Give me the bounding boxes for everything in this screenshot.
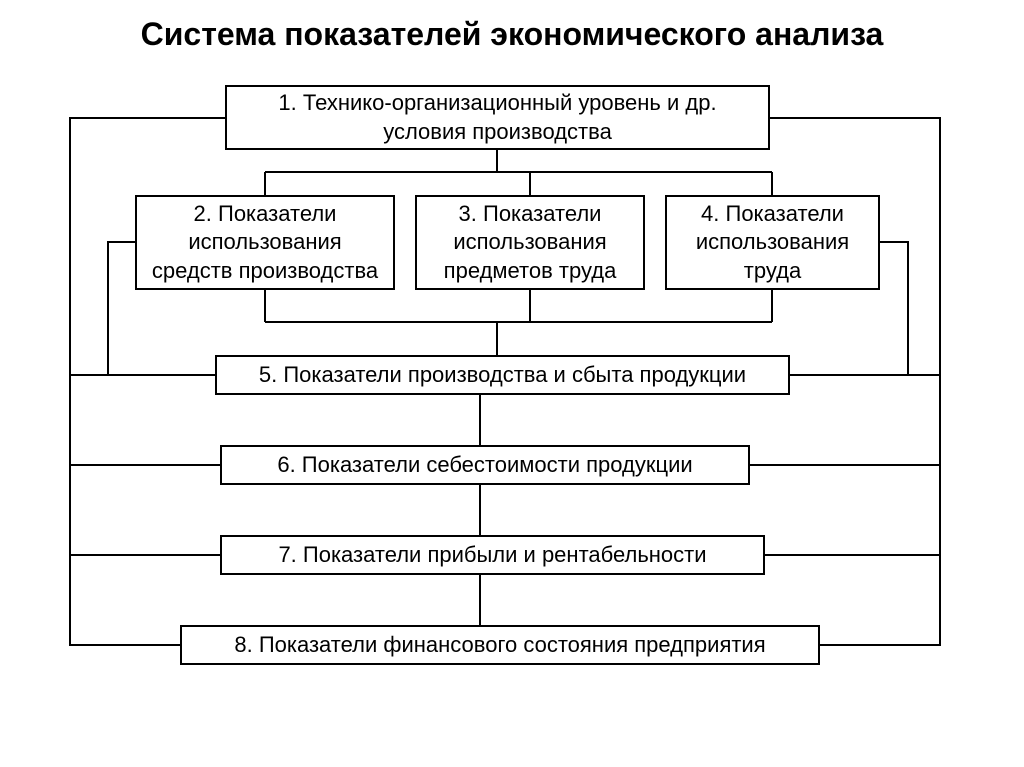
box-6-label: 6. Показатели себестоимости продукции xyxy=(277,451,692,480)
box-1-label: 1. Технико-организационный уровень и др.… xyxy=(237,89,758,146)
box-5: 5. Показатели производства и сбыта проду… xyxy=(215,355,790,395)
box-8-label: 8. Показатели финансового состояния пред… xyxy=(234,631,765,660)
box-4: 4. Показатели использования труда xyxy=(665,195,880,290)
box-3: 3. Показатели использования предметов тр… xyxy=(415,195,645,290)
box-2-label: 2. Показатели использования средств прои… xyxy=(147,200,383,286)
page-title: Система показателей экономического анали… xyxy=(0,16,1024,53)
box-1: 1. Технико-организационный уровень и др.… xyxy=(225,85,770,150)
box-2: 2. Показатели использования средств прои… xyxy=(135,195,395,290)
box-7-label: 7. Показатели прибыли и рентабельности xyxy=(278,541,706,570)
box-4-label: 4. Показатели использования труда xyxy=(677,200,868,286)
box-8: 8. Показатели финансового состояния пред… xyxy=(180,625,820,665)
box-3-label: 3. Показатели использования предметов тр… xyxy=(427,200,633,286)
box-6: 6. Показатели себестоимости продукции xyxy=(220,445,750,485)
box-7: 7. Показатели прибыли и рентабельности xyxy=(220,535,765,575)
box-5-label: 5. Показатели производства и сбыта проду… xyxy=(259,361,746,390)
